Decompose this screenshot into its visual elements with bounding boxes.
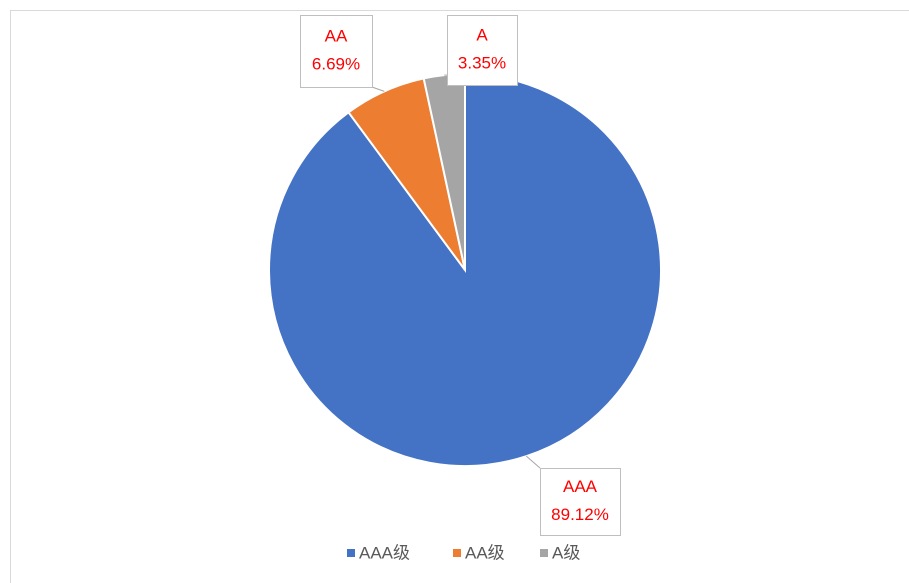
legend-label: AAA级 [359, 543, 410, 562]
leader-line [525, 455, 541, 469]
legend-label: AA级 [465, 543, 505, 562]
label-box [447, 15, 518, 86]
label-box [540, 468, 621, 536]
data-label-name: AA [325, 26, 348, 45]
data-label-value: 3.35% [458, 53, 506, 72]
data-label-name: A [476, 25, 488, 44]
legend-label: A级 [552, 543, 580, 562]
data-label-value: 6.69% [312, 54, 360, 73]
leader-line [371, 86, 385, 92]
legend-marker [347, 549, 355, 557]
label-box [300, 15, 373, 88]
data-label-value: 89.12% [551, 505, 609, 524]
legend-marker [540, 549, 548, 557]
legend-marker [453, 549, 461, 557]
data-label-name: AAA [563, 477, 598, 496]
